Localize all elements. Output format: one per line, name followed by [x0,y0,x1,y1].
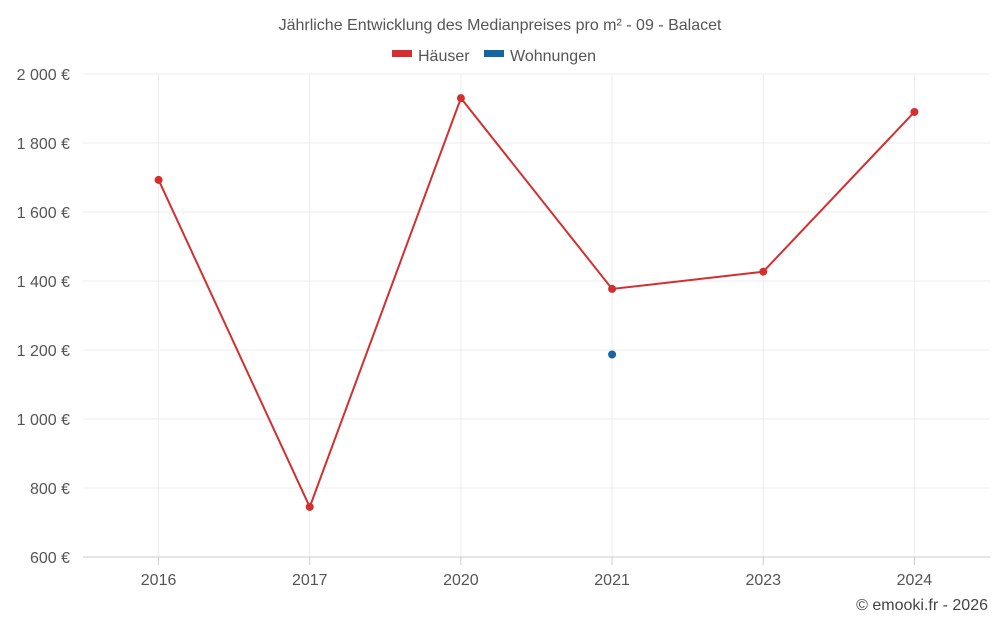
axes: 600 € 800 € 1 000 € 1 200 € 1 400 € 1 600 € 1 … [17,67,990,589]
y-tick-label: 600 € [30,550,70,567]
x-tick-label: 2024 [897,572,933,589]
y-tick-label: 1 200 € [17,343,70,360]
data-point-haeuser [456,94,465,103]
legend-swatch-haeuser [392,50,412,57]
legend-label-wohnungen: Wohnungen [510,48,596,65]
y-tick-label: 800 € [30,481,70,498]
chart-title: Jährliche Entwicklung des Medianpreises … [279,17,722,34]
data-point-haeuser [759,267,768,276]
y-tick-label: 2 000 € [17,67,70,84]
y-tick-label: 1 800 € [17,136,70,153]
series [154,94,919,511]
x-tick-label: 2023 [745,572,781,589]
data-point-haeuser [910,107,919,116]
data-point-haeuser [305,502,314,511]
data-point-haeuser [608,284,617,293]
data-point-haeuser [154,175,163,184]
legend-swatch-wohnungen [484,50,504,57]
credit-text: © emooki.fr - 2026 [856,597,988,614]
x-tick-label: 2017 [292,572,328,589]
y-tick-label: 1 000 € [17,412,70,429]
data-point-wohnungen [608,350,617,359]
series-line-haeuser [157,97,916,508]
x-tick-label: 2020 [443,572,479,589]
y-tick-label: 1 600 € [17,205,70,222]
legend-label-haeuser: Häuser [418,48,470,65]
legend: Häuser Wohnungen [392,48,596,65]
legend-item-haeuser[interactable]: Häuser [392,48,470,65]
grid [83,73,990,557]
x-tick-label: 2021 [594,572,630,589]
y-tick-label: 1 400 € [17,274,70,291]
x-tick-label: 2016 [141,572,177,589]
legend-item-wohnungen[interactable]: Wohnungen [484,48,596,65]
